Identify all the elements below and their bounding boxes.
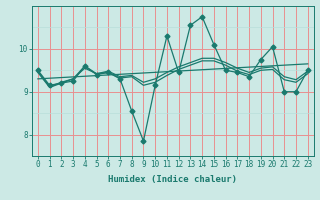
X-axis label: Humidex (Indice chaleur): Humidex (Indice chaleur) bbox=[108, 175, 237, 184]
